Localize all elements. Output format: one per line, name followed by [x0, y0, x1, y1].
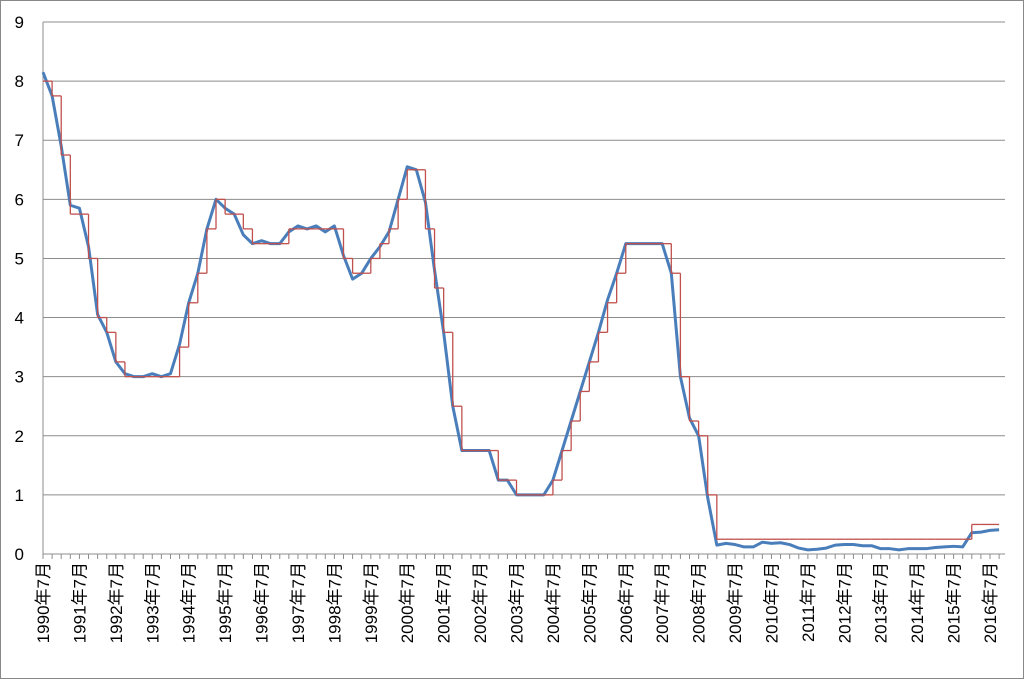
x-tick-label: 1997年7月 — [289, 562, 308, 643]
x-tick-label: 1993年7月 — [143, 562, 162, 643]
x-tick-label: 2010年7月 — [762, 562, 781, 643]
x-tick-label: 2012年7月 — [835, 562, 854, 643]
x-tick-label: 2008年7月 — [690, 562, 709, 643]
x-tick-label: 1990年7月 — [34, 562, 53, 643]
x-tick-label: 1991年7月 — [70, 562, 89, 643]
x-tick-label: 2003年7月 — [508, 562, 527, 643]
x-tick-label: 1996年7月 — [253, 562, 272, 643]
y-tick-label: 2 — [15, 427, 24, 446]
y-tick-label: 9 — [15, 13, 24, 32]
x-tick-label: 1994年7月 — [180, 562, 199, 643]
y-tick-label: 3 — [15, 368, 24, 387]
y-tick-label: 8 — [15, 72, 24, 91]
x-tick-label: 2000年7月 — [398, 562, 417, 643]
x-tick-label: 1998年7月 — [325, 562, 344, 643]
y-tick-label: 0 — [15, 545, 24, 564]
x-tick-label: 1995年7月 — [216, 562, 235, 643]
y-tick-label: 5 — [15, 249, 24, 268]
x-tick-label: 2015年7月 — [945, 562, 964, 643]
x-tick-label: 2001年7月 — [435, 562, 454, 643]
x-tick-label: 2004年7月 — [544, 562, 563, 643]
y-tick-label: 6 — [15, 190, 24, 209]
x-tick-label: 2006年7月 — [617, 562, 636, 643]
x-tick-label: 2002年7月 — [471, 562, 490, 643]
x-tick-label: 1992年7月 — [107, 562, 126, 643]
y-tick-label: 1 — [15, 486, 24, 505]
x-tick-label: 2014年7月 — [908, 562, 927, 643]
x-tick-label: 2013年7月 — [872, 562, 891, 643]
x-tick-label: 1999年7月 — [362, 562, 381, 643]
x-tick-label: 2007年7月 — [653, 562, 672, 643]
x-tick-label: 2005年7月 — [580, 562, 599, 643]
y-tick-label: 7 — [15, 131, 24, 150]
x-tick-label: 2016年7月 — [981, 562, 1000, 643]
x-tick-label: 2009年7月 — [726, 562, 745, 643]
y-tick-label: 4 — [15, 309, 24, 328]
x-tick-label: 2011年7月 — [799, 562, 818, 642]
